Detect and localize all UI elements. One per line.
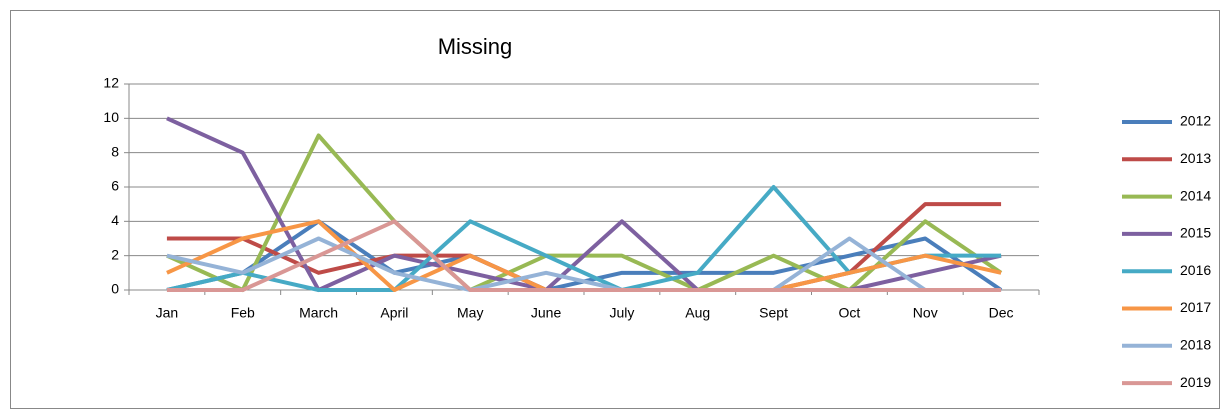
y-tick-label: 4	[111, 212, 119, 228]
legend-label: 2019	[1180, 374, 1211, 390]
x-tick-label: Dec	[989, 305, 1014, 321]
x-tick-label: May	[457, 305, 483, 321]
y-tick-label: 6	[111, 178, 119, 194]
chart-border	[10, 10, 1220, 409]
legend-label: 2016	[1180, 262, 1211, 278]
legend-label: 2015	[1180, 225, 1211, 241]
x-tick-label: June	[531, 305, 562, 321]
chart-title: Missing	[438, 34, 513, 59]
x-tick-label: July	[609, 305, 634, 321]
line-series	[166, 116, 1002, 292]
x-tick-label: Oct	[839, 305, 861, 321]
y-tick-label: 0	[111, 281, 119, 297]
y-tick-label: 8	[111, 143, 119, 159]
x-tick-label: Sept	[759, 305, 788, 321]
line-series	[166, 236, 1002, 292]
y-tick-label: 12	[103, 75, 119, 91]
x-tick-label: Aug	[685, 305, 710, 321]
x-tick-label: March	[299, 305, 338, 321]
legend-label: 2012	[1180, 113, 1211, 129]
legend-label: 2017	[1180, 299, 1211, 315]
legend-label: 2013	[1180, 150, 1211, 166]
legend-label: 2014	[1180, 187, 1211, 203]
x-tick-label: Nov	[913, 305, 938, 321]
y-tick-label: 10	[103, 109, 119, 125]
y-tick-label: 2	[111, 246, 119, 262]
line-series	[166, 219, 1002, 292]
x-tick-label: April	[380, 305, 408, 321]
x-tick-label: Feb	[231, 305, 255, 321]
x-tick-label: Jan	[156, 305, 179, 321]
legend-label: 2018	[1180, 337, 1211, 353]
